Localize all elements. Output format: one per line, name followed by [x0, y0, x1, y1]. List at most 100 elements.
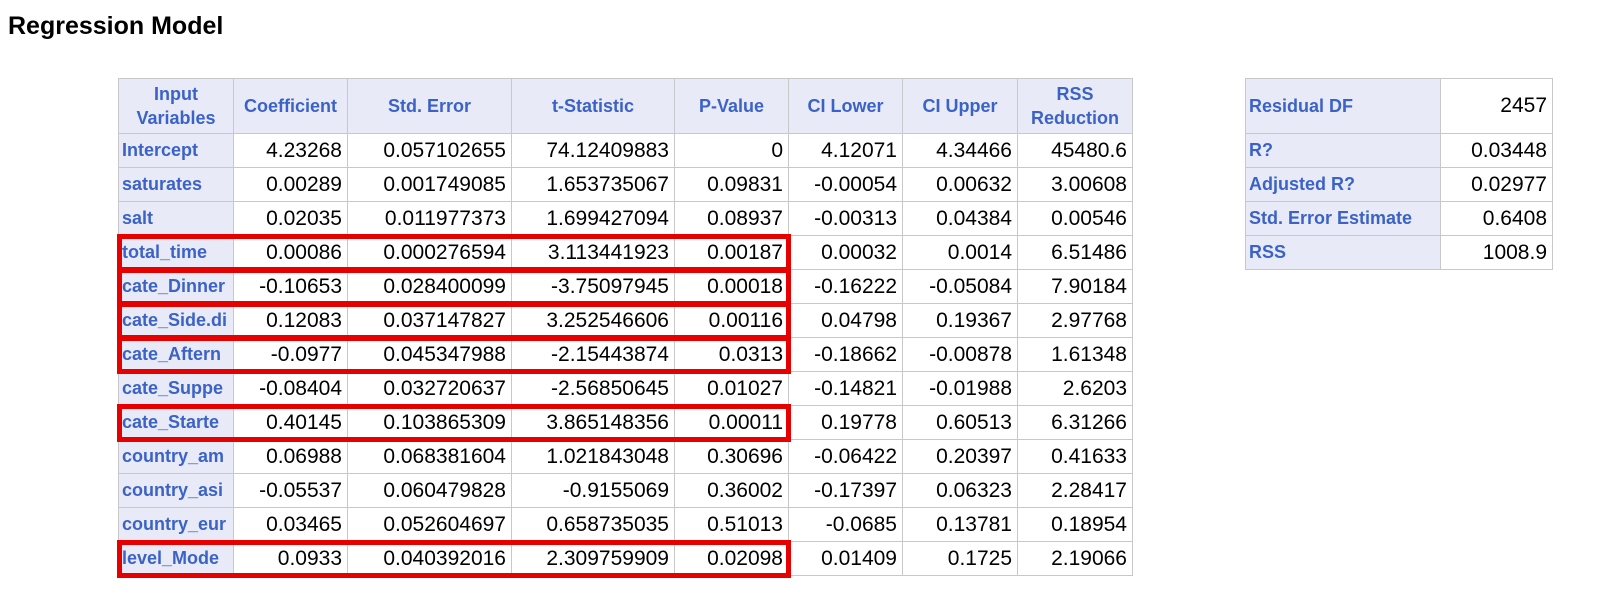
row-label: cate_Side.di — [118, 303, 234, 338]
stats-row: Std. Error Estimate 0.6408 — [1245, 201, 1553, 236]
table-cell: -0.0685 — [788, 507, 903, 542]
column-header-rss-reduction: RSS Reduction — [1017, 78, 1133, 134]
row-label: country_asi — [118, 473, 234, 508]
table-row: cate_Aftern -0.0977 0.045347988 -2.15443874… — [118, 337, 1133, 372]
table-cell: 2.97768 — [1017, 303, 1133, 338]
stat-label: Adjusted R? — [1245, 167, 1441, 202]
table-cell: 0.052604697 — [347, 507, 512, 542]
table-row: cate_Dinner -0.10653 0.028400099 -3.7509794… — [118, 269, 1133, 304]
regression-table: Input Variables Coefficient Std. Error t… — [118, 78, 1133, 576]
table-cell: 1.61348 — [1017, 337, 1133, 372]
table-cell: -0.00878 — [902, 337, 1018, 372]
table-cell: 0.060479828 — [347, 473, 512, 508]
table-cell: 3.00608 — [1017, 167, 1133, 202]
table-cell: 4.34466 — [902, 133, 1018, 168]
column-header-coefficient: Coefficient — [233, 78, 348, 134]
table-cell: 0.20397 — [902, 439, 1018, 474]
table-cell: 0.00032 — [788, 235, 903, 270]
table-cell: 74.12409883 — [511, 133, 675, 168]
table-cell: 6.31266 — [1017, 405, 1133, 440]
table-cell: -0.06422 — [788, 439, 903, 474]
table-cell: 0.00086 — [233, 235, 348, 270]
column-header-ci-upper: CI Upper — [902, 78, 1018, 134]
table-cell: 0.36002 — [674, 473, 789, 508]
table-cell: 1.653735067 — [511, 167, 675, 202]
table-cell: -2.56850645 — [511, 371, 675, 406]
row-label: country_eur — [118, 507, 234, 542]
table-cell: -0.18662 — [788, 337, 903, 372]
table-cell: 3.865148356 — [511, 405, 675, 440]
table-cell: -0.16222 — [788, 269, 903, 304]
table-cell: 0.19778 — [788, 405, 903, 440]
row-label: cate_Suppe — [118, 371, 234, 406]
table-cell: 0.04798 — [788, 303, 903, 338]
table-cell: 0.001749085 — [347, 167, 512, 202]
table-cell: 0.1725 — [902, 541, 1018, 576]
table-cell: 1.021843048 — [511, 439, 675, 474]
table-cell: 0.01409 — [788, 541, 903, 576]
table-cell: 0.00018 — [674, 269, 789, 304]
table-row: cate_Starte 0.40145 0.103865309 3.865148356… — [118, 405, 1133, 440]
table-cell: -3.75097945 — [511, 269, 675, 304]
table-cell: 0.00011 — [674, 405, 789, 440]
model-stats-table: Residual DF 2457 R? 0.03448 Adjusted R? 0.029… — [1245, 78, 1553, 270]
table-cell: 0.0313 — [674, 337, 789, 372]
page-title: Regression Model — [8, 12, 224, 40]
stat-value: 0.03448 — [1440, 133, 1553, 168]
table-cell: -0.00313 — [788, 201, 903, 236]
stat-label: Std. Error Estimate — [1245, 201, 1441, 236]
table-cell: 0 — [674, 133, 789, 168]
stat-value: 0.6408 — [1440, 201, 1553, 236]
table-row: cate_Side.di 0.12083 0.037147827 3.25254660… — [118, 303, 1133, 338]
row-label: Intercept — [118, 133, 234, 168]
stat-label: R? — [1245, 133, 1441, 168]
table-cell: 0.057102655 — [347, 133, 512, 168]
table-cell: 2.19066 — [1017, 541, 1133, 576]
column-header-ci-lower: CI Lower — [788, 78, 903, 134]
table-cell: 2.309759909 — [511, 541, 675, 576]
row-label: salt — [118, 201, 234, 236]
row-label: level_Mode — [118, 541, 234, 576]
table-cell: 0.04384 — [902, 201, 1018, 236]
table-row: country_eur 0.03465 0.052604697 0.658735035… — [118, 507, 1133, 542]
stats-row: RSS 1008.9 — [1245, 235, 1553, 270]
table-cell: 6.51486 — [1017, 235, 1133, 270]
table-row: salt 0.02035 0.011977373 1.699427094 0.08937… — [118, 201, 1133, 236]
table-cell: -0.10653 — [233, 269, 348, 304]
table-cell: 2.6203 — [1017, 371, 1133, 406]
table-cell: -0.05084 — [902, 269, 1018, 304]
table-row: Intercept 4.23268 0.057102655 74.12409883 0 4… — [118, 133, 1133, 168]
table-cell: -0.9155069 — [511, 473, 675, 508]
table-cell: 1.699427094 — [511, 201, 675, 236]
table-cell: 0.00632 — [902, 167, 1018, 202]
table-cell: -0.17397 — [788, 473, 903, 508]
table-cell: -0.14821 — [788, 371, 903, 406]
column-header-input-variables: Input Variables — [118, 78, 234, 134]
table-cell: 0.40145 — [233, 405, 348, 440]
table-cell: 0.040392016 — [347, 541, 512, 576]
table-cell: 0.00546 — [1017, 201, 1133, 236]
table-cell: 0.02035 — [233, 201, 348, 236]
table-cell: 3.252546606 — [511, 303, 675, 338]
table-row: saturates 0.00289 0.001749085 1.653735067 0.… — [118, 167, 1133, 202]
table-cell: 0.03465 — [233, 507, 348, 542]
table-row: total_time 0.00086 0.000276594 3.113441923 0… — [118, 235, 1133, 270]
table-cell: 7.90184 — [1017, 269, 1133, 304]
table-cell: 0.032720637 — [347, 371, 512, 406]
table-cell: 0.19367 — [902, 303, 1018, 338]
table-cell: 2.28417 — [1017, 473, 1133, 508]
row-label: cate_Aftern — [118, 337, 234, 372]
table-cell: 0.045347988 — [347, 337, 512, 372]
stats-row: Adjusted R? 0.02977 — [1245, 167, 1553, 202]
table-cell: 0.13781 — [902, 507, 1018, 542]
table-cell: 0.06988 — [233, 439, 348, 474]
table-cell: 0.51013 — [674, 507, 789, 542]
row-label: saturates — [118, 167, 234, 202]
table-cell: 0.30696 — [674, 439, 789, 474]
table-cell: 4.12071 — [788, 133, 903, 168]
table-cell: 0.02098 — [674, 541, 789, 576]
table-cell: 45480.6 — [1017, 133, 1133, 168]
column-header-t-statistic: t-Statistic — [511, 78, 675, 134]
table-cell: 4.23268 — [233, 133, 348, 168]
table-row: level_Mode 0.0933 0.040392016 2.309759909 0.… — [118, 541, 1133, 576]
